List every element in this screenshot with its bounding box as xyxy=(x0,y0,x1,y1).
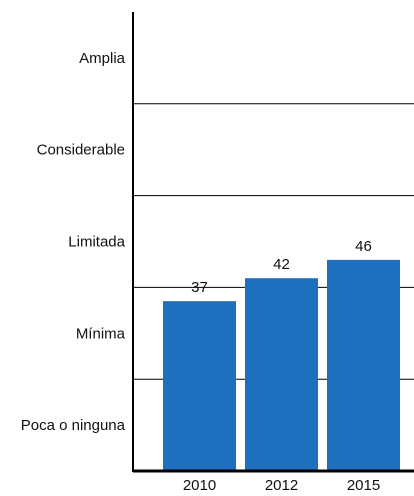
bar-value-label: 37 xyxy=(191,279,208,296)
bar-2012 xyxy=(245,278,318,471)
x-tick-labels: 2010 2012 2015 xyxy=(183,477,380,494)
y-category-label: Poca o ninguna xyxy=(21,417,126,434)
x-tick-label: 2012 xyxy=(265,477,298,494)
x-tick-label: 2015 xyxy=(347,477,380,494)
bars: 37 42 46 xyxy=(163,238,400,471)
bar-value-label: 46 xyxy=(355,238,372,255)
y-category-label: Considerable xyxy=(37,142,125,159)
bar-2010 xyxy=(163,301,236,471)
y-category-label: Limitada xyxy=(68,234,125,251)
category-labels: Amplia Considerable Limitada Mínima Poca o n… xyxy=(21,50,126,434)
y-category-label: Amplia xyxy=(79,50,126,67)
x-tick-label: 2010 xyxy=(183,477,216,494)
bar-2015 xyxy=(327,259,400,471)
y-category-label: Mínima xyxy=(76,325,126,342)
bar-value-label: 42 xyxy=(273,256,290,273)
